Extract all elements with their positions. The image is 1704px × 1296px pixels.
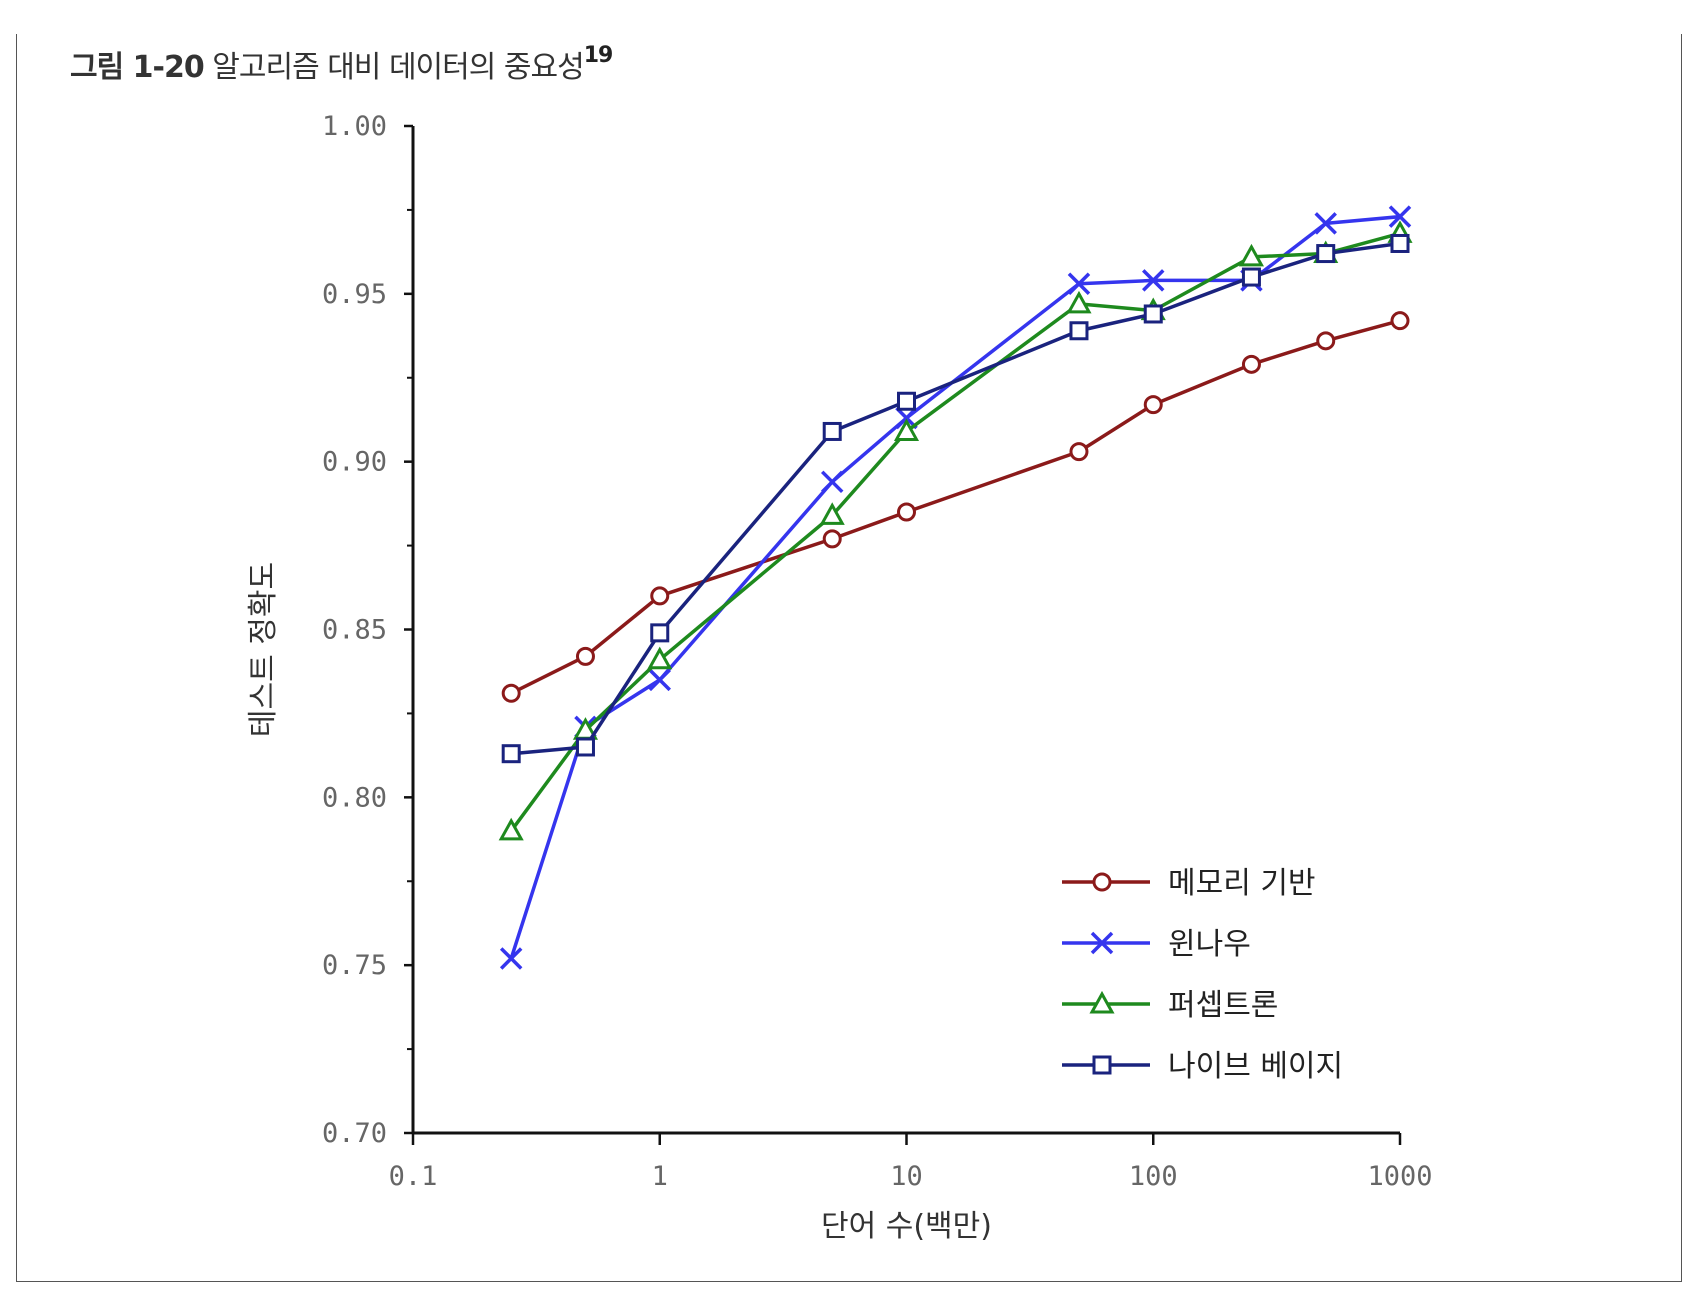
y-tick-label: 0.90 (322, 447, 387, 478)
series-line (510, 318, 1401, 695)
data-point (647, 646, 673, 670)
data-point (897, 502, 916, 522)
data-point (498, 817, 524, 841)
axes: 0.70 0.75 0.80 0.85 0.90 0.95 1.00 0.1 1 10 100 100… (322, 111, 1433, 1192)
series-1 (501, 311, 1410, 703)
series-layer (498, 205, 1413, 970)
data-point (1067, 272, 1091, 296)
series-2 (499, 205, 1412, 970)
data-point (1069, 321, 1089, 341)
y-tick-label: 0.95 (322, 279, 387, 310)
data-point (897, 391, 916, 411)
data-point (820, 470, 844, 494)
data-point (819, 502, 845, 525)
figure-caption: 알고리즘 대비 데이터의 중요성 (212, 50, 584, 85)
y-axis-title: 테스트 정확도 (246, 562, 281, 737)
footnote-ref: 19 (583, 43, 614, 68)
data-point (893, 418, 920, 441)
y-tick-label: 0.80 (322, 782, 387, 813)
data-point (1316, 331, 1336, 351)
x-tick-label: 10 (890, 1161, 923, 1192)
data-point (1238, 243, 1264, 267)
figure-number: 그림 1-20 (70, 50, 205, 85)
x-tick-label: 100 (1129, 1161, 1178, 1192)
series-4 (501, 233, 1410, 764)
x-axis-title: 단어 수(백만) (821, 1209, 992, 1244)
data-point (822, 529, 842, 549)
data-point (1069, 442, 1089, 462)
data-point (650, 623, 670, 643)
y-tick-label: 0.85 (322, 615, 387, 646)
series-line (511, 241, 1401, 756)
data-point (648, 668, 671, 692)
data-point (1314, 212, 1337, 235)
data-point (575, 646, 595, 666)
legend-item: 퍼셉트론 (1062, 988, 1278, 1023)
y-tick-label: 0.75 (322, 950, 387, 981)
data-point (499, 947, 523, 970)
legend-marker (1092, 1055, 1112, 1075)
data-point (1143, 395, 1163, 415)
figure-title: 그림 1-20 알고리즘 대비 데이터의 중요성19 (70, 42, 614, 86)
data-point (1316, 244, 1336, 264)
x-tick-label: 1 (652, 1161, 668, 1192)
legend-label: 윈나우 (1168, 927, 1251, 962)
x-tick-label: 0.1 (389, 1161, 438, 1192)
data-point (650, 586, 670, 606)
y-tick-label: 0.70 (322, 1118, 387, 1149)
figure-frame (16, 34, 1682, 1282)
data-point (1390, 311, 1410, 331)
data-point (1388, 205, 1412, 228)
data-point (1142, 269, 1165, 292)
legend-item: 나이브 베이지 (1062, 1049, 1343, 1084)
legend-label: 퍼셉트론 (1168, 988, 1278, 1023)
y-tick-label: 1.00 (322, 111, 387, 142)
legend-label: 나이브 베이지 (1168, 1049, 1343, 1084)
legend-item: 메모리 기반 (1062, 866, 1316, 901)
legend-marker (1092, 872, 1112, 892)
legend-item: 윈나우 (1062, 927, 1251, 962)
series-line (509, 214, 1401, 959)
data-point (575, 737, 595, 757)
data-point (1241, 267, 1261, 287)
series-3 (498, 220, 1413, 841)
data-point (1241, 354, 1261, 374)
data-point (1066, 290, 1092, 314)
legend-marker (1090, 931, 1114, 955)
data-point (822, 421, 842, 441)
data-point (1143, 304, 1163, 324)
series-line (509, 231, 1401, 832)
legend-label: 메모리 기반 (1168, 866, 1316, 901)
x-tick-label: 1000 (1367, 1161, 1432, 1192)
legend-marker (1089, 990, 1115, 1014)
data-point (1390, 233, 1410, 253)
data-point (501, 683, 521, 703)
data-point (501, 744, 521, 764)
